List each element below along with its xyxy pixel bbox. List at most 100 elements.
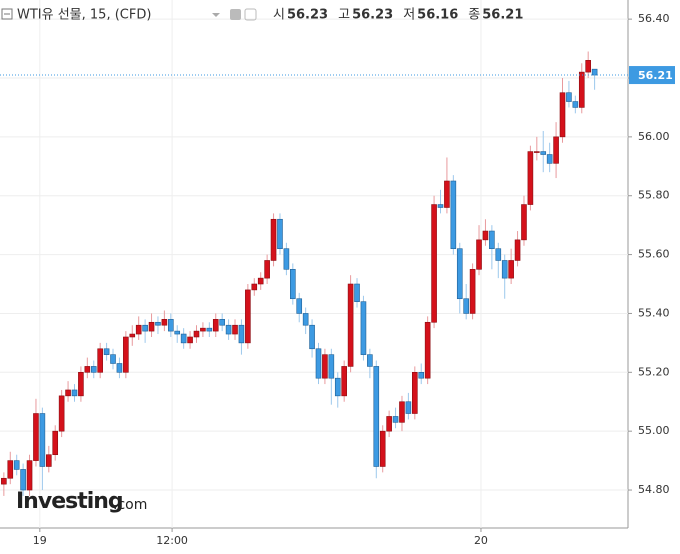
candle-body	[13, 460, 20, 470]
y-tick-label: 56.00	[638, 130, 670, 143]
settings-icon[interactable]	[244, 8, 257, 21]
candle-body	[302, 313, 309, 326]
candle-body	[309, 324, 315, 350]
y-tick-label: 54.80	[638, 483, 670, 496]
candle-body	[257, 277, 264, 285]
candle-body	[33, 413, 39, 461]
candle-body	[360, 301, 367, 355]
y-tick-label: 55.60	[638, 248, 670, 261]
candle-body	[123, 336, 129, 373]
candle-body	[97, 348, 103, 373]
candle-body	[225, 324, 232, 335]
candle-body	[90, 366, 97, 373]
candle-body	[444, 180, 450, 208]
candle-body	[527, 151, 534, 205]
candle-body	[135, 324, 142, 335]
y-tick-label: 55.40	[638, 306, 670, 319]
candle-body	[501, 260, 508, 279]
candle-body	[450, 180, 457, 249]
candle-body	[431, 204, 437, 323]
candle-body	[521, 204, 527, 241]
candle-body	[546, 154, 553, 164]
x-tick-label: 12:00	[156, 534, 188, 547]
candle-body	[354, 283, 360, 302]
candle-body	[508, 260, 514, 279]
legend-value: 56.16	[417, 8, 458, 23]
candle-body	[52, 430, 59, 456]
candle-body	[174, 330, 181, 335]
candle-body	[200, 327, 206, 332]
collapse-icon[interactable]	[1, 8, 13, 20]
candle-body	[341, 366, 347, 397]
candle-body	[514, 239, 521, 261]
candle-body	[412, 372, 418, 414]
candle-body	[116, 363, 123, 373]
candle-body	[1, 477, 7, 485]
candle-body	[20, 469, 26, 491]
eye-icon[interactable]	[230, 9, 241, 20]
candle-body	[65, 389, 71, 397]
candle-body	[405, 401, 412, 414]
candle-body	[283, 248, 290, 270]
watermark: Investing	[16, 489, 123, 514]
last-price-label: 56.21	[638, 69, 673, 82]
last-price-box	[629, 66, 675, 85]
y-tick-label: 55.00	[638, 424, 670, 437]
candle-body	[463, 298, 469, 314]
candle-body	[322, 354, 328, 379]
candle-body	[187, 336, 193, 344]
candle-body	[142, 324, 148, 332]
candle-body	[238, 324, 245, 344]
candle-body	[418, 372, 425, 379]
legend-value: 56.21	[482, 8, 523, 23]
candle-body	[212, 319, 219, 332]
candle-body	[71, 389, 78, 397]
candle-body	[482, 230, 489, 241]
candle-body	[347, 283, 354, 367]
ohlc-legend: 시 56.23 고 56.23 저 56.16 종 56.21	[273, 8, 523, 23]
candle-body	[315, 348, 322, 379]
candle-body	[334, 377, 341, 397]
candle-body	[161, 319, 168, 326]
x-tick-label: 20	[474, 534, 488, 547]
candle-body	[251, 283, 258, 291]
candle-body	[39, 413, 46, 467]
candle-body	[58, 395, 65, 432]
y-tick-label: 56.40	[638, 12, 670, 25]
legend-value: 56.23	[352, 8, 393, 23]
candles	[1, 51, 598, 496]
candle-body	[469, 268, 476, 314]
y-tick-label: 55.80	[638, 189, 670, 202]
candle-body	[103, 348, 110, 355]
candle-body	[206, 327, 213, 332]
grid	[0, 0, 632, 532]
candle-body	[245, 289, 251, 344]
candle-body	[168, 319, 174, 332]
candle-body	[572, 101, 579, 108]
candle-body	[424, 321, 431, 379]
candle-body	[559, 92, 566, 138]
candle-body	[386, 416, 392, 432]
legend-label: 저	[403, 8, 415, 23]
candle-body	[84, 366, 91, 373]
legend-label: 시	[273, 8, 285, 23]
candle-body	[373, 366, 380, 467]
candle-body	[495, 248, 502, 261]
candle-body	[110, 354, 116, 364]
candle-body	[7, 460, 14, 479]
watermark-suffix: .com	[113, 497, 147, 513]
candle-body	[193, 330, 200, 338]
candle-body	[437, 204, 444, 208]
candle-body	[296, 298, 303, 314]
dropdown-arrow[interactable]	[212, 13, 220, 17]
candle-body	[456, 248, 463, 300]
candle-body	[264, 260, 270, 279]
chart-title: WTI유 선물, 15, (CFD)	[17, 8, 151, 23]
candle-body	[540, 151, 547, 155]
candle-body	[180, 333, 187, 344]
candle-body	[578, 71, 585, 108]
candle-body	[232, 324, 238, 335]
candle-body	[489, 230, 495, 249]
